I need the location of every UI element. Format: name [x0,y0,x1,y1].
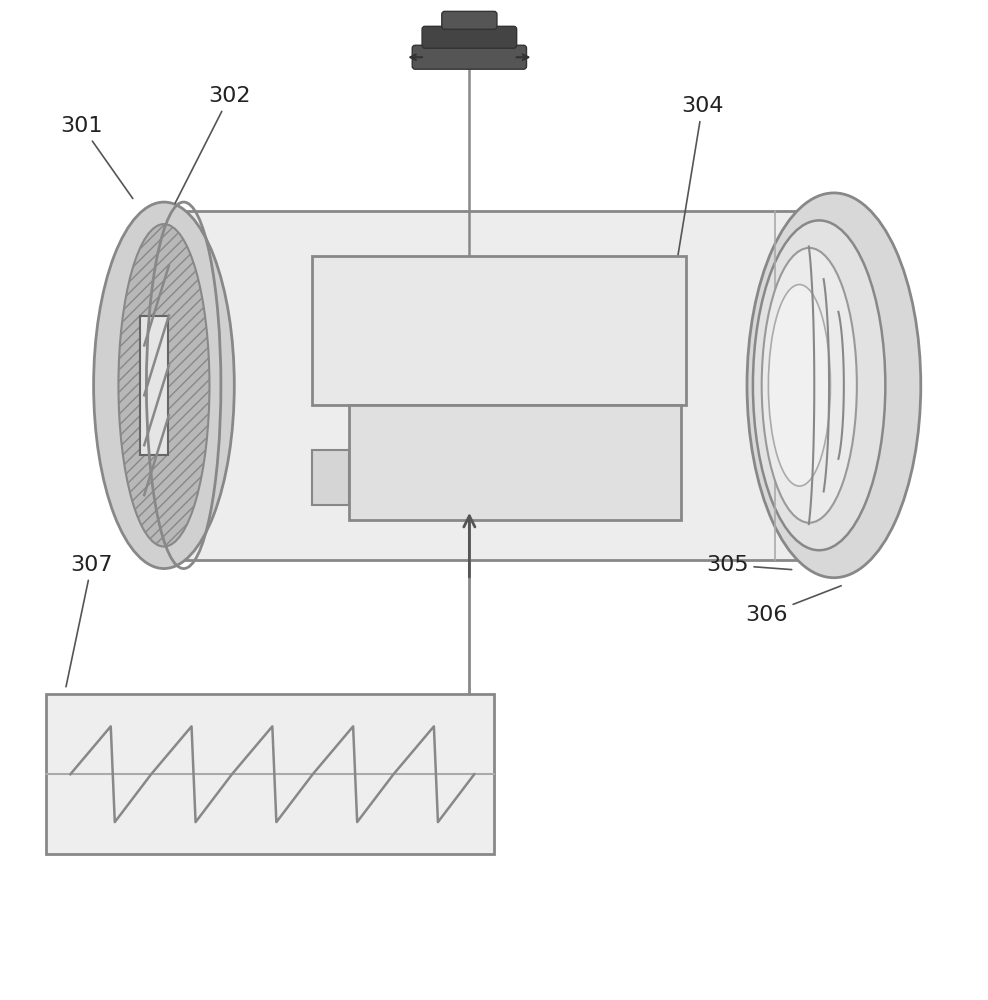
Text: 304: 304 [677,96,723,263]
Ellipse shape [762,248,857,523]
Bar [312,450,349,505]
Ellipse shape [119,224,209,547]
FancyBboxPatch shape [422,26,517,48]
Bar [312,256,686,405]
Bar [164,211,834,560]
Text: 301: 301 [60,116,132,199]
Bar [349,405,681,520]
Ellipse shape [747,193,921,578]
Ellipse shape [94,202,234,569]
Text: 305: 305 [705,555,791,575]
Text: 307: 307 [66,555,113,687]
FancyBboxPatch shape [442,11,497,29]
Text: 303: 303 [360,425,403,497]
Bar [45,694,494,854]
Ellipse shape [753,220,885,550]
Text: 306: 306 [745,586,841,625]
Ellipse shape [769,285,831,486]
Bar [140,316,168,455]
FancyBboxPatch shape [412,45,527,69]
Text: 302: 302 [175,86,251,203]
